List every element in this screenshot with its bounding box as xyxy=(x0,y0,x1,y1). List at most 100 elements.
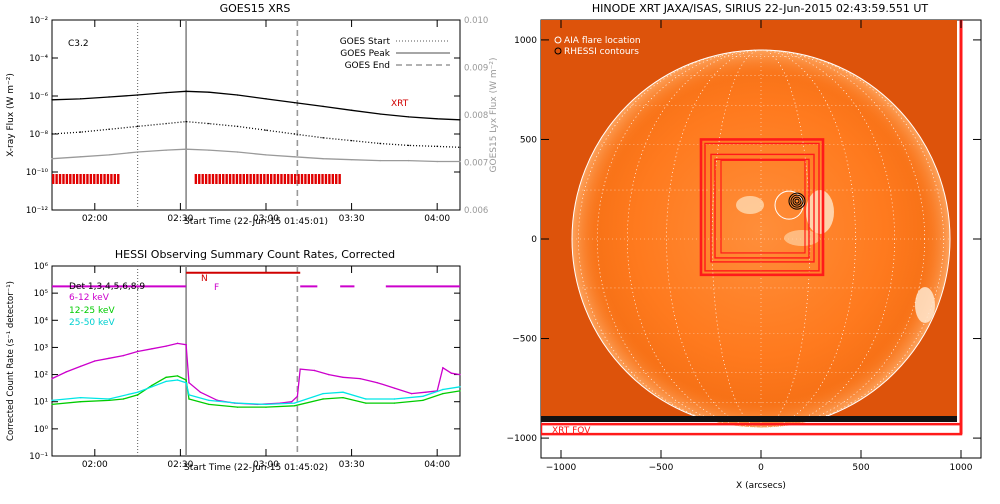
xrt-obs-stripe xyxy=(62,174,65,184)
series-point-0 xyxy=(328,373,330,376)
goes-y-ticks: 10⁻² 10⁻⁴ 10⁻⁶ 10⁻⁸ 10⁻¹⁰ 10⁻¹² xyxy=(26,16,460,216)
hessi-panel: HESSI Observing Summary Count Rates, Cor… xyxy=(6,248,461,473)
series-point-0 xyxy=(442,367,444,369)
xrt-obs-stripe xyxy=(293,174,297,184)
series-point-0 xyxy=(459,119,461,121)
series-point-1 xyxy=(165,376,167,378)
active-region-4 xyxy=(915,287,935,323)
series-point-1 xyxy=(459,146,461,148)
series-point-2 xyxy=(79,396,82,399)
longitude-line xyxy=(578,49,944,429)
y2-tick-label: 0.007 xyxy=(464,159,488,169)
series-point-2 xyxy=(51,158,53,160)
series-point-1 xyxy=(185,379,187,381)
series-point-1 xyxy=(122,398,125,400)
series-point-2 xyxy=(459,160,461,163)
series-point-2 xyxy=(79,156,82,158)
x-tick-label: 04:00 xyxy=(424,460,450,470)
series-point-1 xyxy=(151,384,153,387)
series-point-1 xyxy=(393,402,396,404)
xrt-obs-stripe xyxy=(304,174,307,184)
xrt-fov-label: XRT FOV xyxy=(552,426,591,436)
xrt-obs-stripe xyxy=(321,174,324,184)
series-point-0 xyxy=(185,90,187,92)
aia-legend-symbol xyxy=(554,36,562,44)
series-point-2 xyxy=(136,391,139,393)
series-point-1 xyxy=(265,406,267,408)
series-point-2 xyxy=(208,399,210,402)
y-tick-label: 10⁻⁶ xyxy=(29,92,48,102)
series-point-0 xyxy=(296,395,299,397)
series-point-0 xyxy=(299,368,301,370)
series-point-0 xyxy=(122,354,125,357)
series-point-2 xyxy=(459,386,461,388)
series-point-2 xyxy=(265,403,267,406)
series-point-2 xyxy=(108,154,110,156)
y-tick-label: 10⁻¹⁰ xyxy=(26,168,49,178)
series-point-2 xyxy=(265,154,267,156)
series-point-1 xyxy=(293,133,296,135)
goes-ylabel2: GOES15 Lyx Flux (W m⁻²) xyxy=(489,58,499,173)
xrt-obs-stripe xyxy=(273,174,276,184)
series-point-2 xyxy=(136,151,139,153)
xrt-obs-stripe xyxy=(58,174,62,184)
xrt-obs-stripe xyxy=(290,174,293,184)
series-point-2 xyxy=(293,402,296,404)
series-point-0 xyxy=(350,109,353,111)
xrt-obs-stripe xyxy=(194,174,198,184)
series-point-2 xyxy=(422,395,424,397)
aia-flare-location-circle xyxy=(774,190,804,220)
xrt-y-tick-label: 1000 xyxy=(514,36,537,46)
hessi-title: HESSI Observing Summary Count Rates, Cor… xyxy=(115,248,395,261)
xrt-obs-stripe xyxy=(211,174,215,184)
xrt-obs-stripe xyxy=(252,174,256,184)
xrt-obs-stripe xyxy=(307,174,311,184)
series-point-0 xyxy=(165,345,167,347)
xrt-fov-box xyxy=(699,138,825,277)
xrt-obs-stripe xyxy=(110,174,113,184)
xrt-obs-stripe xyxy=(331,174,335,184)
series-point-0 xyxy=(65,371,67,373)
hessi-xlabel: Start Time (22-Jun-15 01:45:02) xyxy=(184,463,328,473)
hessi-y-ticks: 10⁶ 10⁵ 10⁴ 10³ 10² 10¹ 10⁰ 10⁻¹ xyxy=(29,262,460,462)
hessi-legend-det: Det 1,3,4,5,6,8,9 xyxy=(69,282,145,292)
goes-xrt-label: XRT xyxy=(391,99,409,109)
xrt-obs-stripe xyxy=(89,174,93,184)
xrt-bottom-band xyxy=(541,416,957,422)
series-point-0 xyxy=(293,101,296,104)
xrt-x-tick-label: 500 xyxy=(852,463,869,473)
xrt-obs-stripe xyxy=(93,174,96,184)
goes-xrt-intervals xyxy=(52,174,341,184)
series-point-1 xyxy=(459,390,461,392)
series-point-2 xyxy=(350,158,353,161)
series-point-0 xyxy=(425,391,427,393)
series-line-0 xyxy=(51,90,461,121)
xrt-obs-stripe xyxy=(317,174,321,184)
series-point-1 xyxy=(51,403,53,406)
series-point-0 xyxy=(313,369,316,372)
series-point-2 xyxy=(165,380,167,383)
xrt-obs-stripe xyxy=(82,174,86,184)
xrt-obs-stripe xyxy=(69,174,72,184)
y-tick-label: 10⁰ xyxy=(34,425,49,435)
series-point-0 xyxy=(265,98,267,100)
rhessi-contour xyxy=(788,192,806,210)
series-point-1 xyxy=(436,145,438,148)
series-point-1 xyxy=(188,398,190,400)
xrt-obs-stripe xyxy=(204,174,208,184)
xrt-obs-stripe xyxy=(300,174,304,184)
x-tick-label: 02:00 xyxy=(82,460,108,470)
series-point-2 xyxy=(407,159,410,162)
xrt-obs-stripe xyxy=(65,174,69,184)
y-tick-label: 10⁻² xyxy=(29,16,48,26)
y-tick-label: 10⁻⁴ xyxy=(29,54,48,64)
series-point-0 xyxy=(236,94,239,96)
xrt-obs-stripe xyxy=(283,174,287,184)
xrt-x-tick-label: −500 xyxy=(649,463,674,473)
series-point-2 xyxy=(236,151,239,153)
xrt-obs-stripe xyxy=(113,174,117,184)
goes-class-label: C3.2 xyxy=(68,39,89,49)
hessi-event-markers xyxy=(136,266,299,456)
xrt-obs-stripe xyxy=(228,174,232,184)
series-point-0 xyxy=(379,113,381,115)
